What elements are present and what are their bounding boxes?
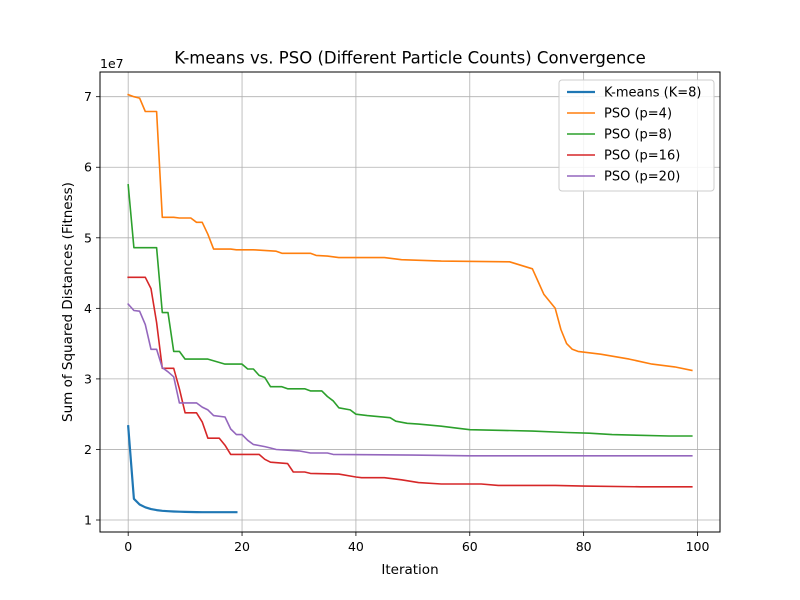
chart-title: K-means vs. PSO (Different Particle Coun… [174,49,645,68]
x-tick-label: 60 [462,539,478,554]
y-tick-label: 1 [84,513,92,528]
y-exponent-label: 1e7 [100,56,124,71]
x-tick-label: 40 [348,539,364,554]
x-tick-label: 0 [124,539,132,554]
y-tick-label: 7 [84,89,92,104]
series-line-3 [127,276,693,488]
legend-label-4: PSO (p=20) [604,170,680,185]
y-tick-label: 4 [84,301,92,316]
x-axis: 0 20 40 60 80 100 [124,532,709,554]
grid [100,72,720,532]
legend-label-2: PSO (p=8) [604,128,672,143]
x-tick-label: 20 [234,539,250,554]
y-axis-label: Sum of Squared Distances (Fitness) [60,182,76,422]
legend: K-means (K=8) PSO (p=4) PSO (p=8) PSO (p=16… [558,79,715,192]
y-axis: 1 2 3 4 5 6 7 [84,89,100,528]
y-tick-label: 3 [84,371,92,386]
series-line-1 [127,93,693,372]
x-axis-label: Iteration [381,562,438,578]
y-tick-label: 2 [84,442,92,457]
legend-label-1: PSO (p=4) [604,107,672,122]
series-line-0 [127,425,238,514]
x-tick-label: 100 [686,539,710,554]
legend-label-0: K-means (K=8) [604,86,701,101]
series-line-2 [127,184,693,437]
y-tick-label: 5 [84,230,92,245]
series-line-4 [127,302,693,457]
plot-frame [99,71,721,533]
y-tick-label: 6 [84,160,92,175]
legend-label-3: PSO (p=16) [604,149,680,164]
x-tick-label: 80 [576,539,592,554]
series-layer [127,93,693,514]
legend-box [558,79,715,192]
